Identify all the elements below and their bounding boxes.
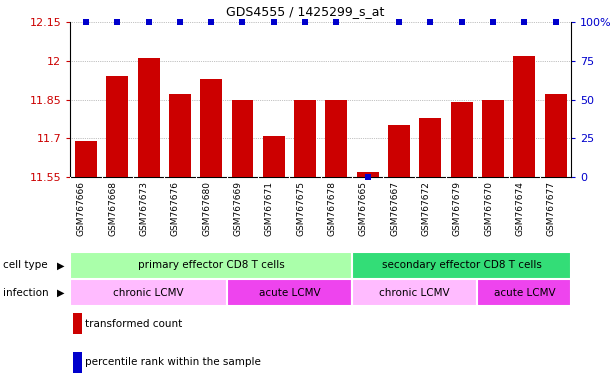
Bar xyxy=(70,252,352,279)
Bar xyxy=(200,79,222,177)
Text: GSM767668: GSM767668 xyxy=(108,181,117,236)
Bar xyxy=(294,99,316,177)
Text: GSM767678: GSM767678 xyxy=(327,181,337,236)
Bar xyxy=(73,352,82,373)
Text: GSM767669: GSM767669 xyxy=(233,181,243,236)
Text: GSM767670: GSM767670 xyxy=(484,181,493,236)
Text: chronic LCMV: chronic LCMV xyxy=(113,288,184,298)
Bar xyxy=(352,252,571,279)
Bar xyxy=(513,56,535,177)
Bar xyxy=(451,102,473,177)
Text: GSM767672: GSM767672 xyxy=(422,181,430,236)
Text: percentile rank within the sample: percentile rank within the sample xyxy=(86,358,261,367)
Bar xyxy=(227,279,352,306)
Bar xyxy=(169,94,191,177)
Text: acute LCMV: acute LCMV xyxy=(494,288,555,298)
Bar xyxy=(326,99,348,177)
Bar xyxy=(477,279,571,306)
Text: GSM767665: GSM767665 xyxy=(359,181,368,236)
Text: ▶: ▶ xyxy=(57,260,64,270)
Text: acute LCMV: acute LCMV xyxy=(258,288,320,298)
Bar xyxy=(544,94,566,177)
Text: GSM767675: GSM767675 xyxy=(296,181,305,236)
Text: GSM767679: GSM767679 xyxy=(453,181,462,236)
Bar xyxy=(75,141,97,177)
Bar xyxy=(232,99,254,177)
Text: GSM767674: GSM767674 xyxy=(515,181,524,236)
Bar xyxy=(482,99,504,177)
Bar xyxy=(137,58,159,177)
Bar xyxy=(388,125,410,177)
Text: GSM767666: GSM767666 xyxy=(77,181,86,236)
Bar xyxy=(357,172,379,177)
Text: GSM767671: GSM767671 xyxy=(265,181,274,236)
Text: cell type: cell type xyxy=(3,260,48,270)
Bar xyxy=(106,76,128,177)
Text: secondary effector CD8 T cells: secondary effector CD8 T cells xyxy=(382,260,541,270)
Text: GSM767677: GSM767677 xyxy=(547,181,555,236)
Bar xyxy=(352,279,477,306)
Text: GDS4555 / 1425299_s_at: GDS4555 / 1425299_s_at xyxy=(226,5,385,18)
Bar xyxy=(263,136,285,177)
Text: GSM767676: GSM767676 xyxy=(171,181,180,236)
Text: infection: infection xyxy=(3,288,49,298)
Text: chronic LCMV: chronic LCMV xyxy=(379,288,450,298)
Text: GSM767673: GSM767673 xyxy=(139,181,148,236)
Bar xyxy=(419,118,441,177)
Bar xyxy=(73,313,82,334)
Text: ▶: ▶ xyxy=(57,288,64,298)
Text: transformed count: transformed count xyxy=(86,319,183,329)
Text: primary effector CD8 T cells: primary effector CD8 T cells xyxy=(138,260,285,270)
Text: GSM767680: GSM767680 xyxy=(202,181,211,236)
Text: GSM767667: GSM767667 xyxy=(390,181,399,236)
Bar xyxy=(70,279,227,306)
